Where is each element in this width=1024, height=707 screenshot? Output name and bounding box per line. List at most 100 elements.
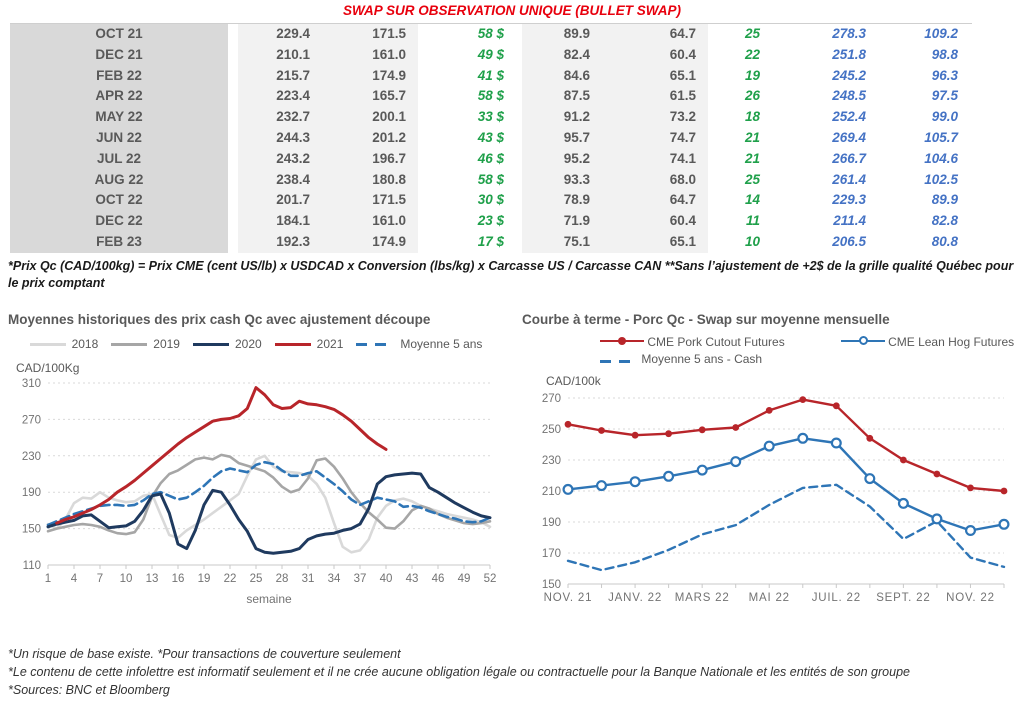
- table-cell-month: MAY 22: [10, 107, 228, 128]
- svg-text:170: 170: [542, 548, 561, 560]
- table-cell-cme2: 64.7: [602, 24, 708, 45]
- table-row: JUL 22 243.2 196.7 46 $ 95.2 74.1 21 266.7 104.6: [10, 148, 972, 170]
- svg-text:110: 110: [23, 560, 41, 572]
- table-cell-blue: 80.8: [878, 231, 970, 253]
- table-cell-blue: 82.8: [878, 211, 970, 232]
- svg-text:150: 150: [542, 579, 561, 591]
- svg-text:230: 230: [22, 451, 41, 463]
- series-line-moyenne-5-ans-cash: [566, 483, 1006, 572]
- table-cell-prix-qc: 243.2: [238, 148, 322, 170]
- table-cell-blue: 104.6: [878, 148, 970, 170]
- table-row: DEC 21 210.1 161.0 49 $ 82.4 60.4 22 251.8 98.8: [10, 44, 972, 66]
- table-cell-green: 22: [708, 44, 770, 66]
- left-chart-legend: 2018 2019 2020 2021 Moyenne 5 ans: [8, 337, 504, 351]
- svg-text:37: 37: [354, 573, 367, 585]
- table-cell-blue: 245.2: [770, 65, 878, 87]
- table-cell-gain: 43 $: [418, 127, 514, 149]
- table-cell-month: JUL 22: [10, 148, 228, 170]
- legend-label: CME Lean Hog Futures: [888, 335, 1015, 349]
- svg-text:28: 28: [276, 573, 289, 585]
- svg-text:190: 190: [22, 487, 41, 499]
- legend-item-moyenne-5-ans: Moyenne 5 ans: [356, 337, 482, 351]
- table-cell-blue: 278.3: [770, 24, 878, 45]
- right-chart-title: Courbe à terme - Porc Qc - Swap sur moye…: [522, 312, 890, 327]
- table-cell-prix: 174.9: [322, 65, 418, 87]
- legend-item-2018: 2018: [29, 337, 98, 351]
- table-cell-prix-qc: 232.7: [238, 107, 322, 128]
- table-cell-blue: 102.5: [878, 169, 970, 191]
- svg-text:16: 16: [172, 573, 185, 585]
- svg-text:210: 210: [542, 486, 561, 498]
- table-cell-prix-qc: 210.1: [238, 44, 322, 66]
- table-gap: [514, 211, 522, 232]
- table-cell-gain: 58 $: [418, 24, 514, 45]
- table-cell-month: FEB 23: [10, 231, 228, 253]
- charts-row: Moyennes historiques des prix cash Qc av…: [0, 310, 1022, 628]
- table-cell-gain: 41 $: [418, 65, 514, 87]
- left-chart-unit-label: CAD/100Kg: [16, 361, 80, 375]
- table-cell-prix: 161.0: [322, 211, 418, 232]
- table-cell-blue: 98.8: [878, 44, 970, 66]
- table-footnote: *Prix Qc (CAD/100kg) = Prix CME (cent US…: [8, 259, 1014, 290]
- table-cell-green: 21: [708, 127, 770, 149]
- table-cell-blue: 261.4: [770, 169, 878, 191]
- table-cell-cme: 78.9: [522, 190, 602, 212]
- table-cell-green: 10: [708, 231, 770, 253]
- svg-text:49: 49: [458, 573, 471, 585]
- table-gap: [514, 65, 522, 87]
- table-gap: [228, 24, 238, 45]
- line-swatch-2019-icon: [111, 342, 148, 346]
- swap-table: OCT 21 229.4 171.5 58 $89.9 64.7 25 278.3 109.2…: [10, 23, 972, 253]
- svg-text:43: 43: [406, 573, 419, 585]
- legend-item-2019: 2019: [111, 337, 180, 351]
- series-line-2021: [55, 386, 388, 525]
- svg-text:13: 13: [146, 573, 159, 585]
- svg-text:34: 34: [328, 573, 341, 585]
- svg-text:46: 46: [432, 573, 445, 585]
- line-swatch-2018-icon: [29, 342, 66, 346]
- table-gap: [228, 211, 238, 232]
- series-line-moyenne-5-ans: [46, 460, 492, 527]
- table-gap: [514, 44, 522, 66]
- red-marker-line-swatch-icon: [600, 335, 644, 346]
- table-cell-prix: 180.8: [322, 169, 418, 191]
- table-cell-green: 25: [708, 169, 770, 191]
- table-cell-blue: 206.5: [770, 231, 878, 253]
- table-cell-blue: 89.9: [878, 190, 970, 212]
- series-line-cme-lean-hog-futures: [566, 437, 1006, 532]
- table-cell-cme2: 74.7: [602, 127, 708, 149]
- legend-label: 2019: [153, 337, 180, 351]
- series-line-2019: [46, 453, 492, 536]
- table-cell-cme2: 65.1: [602, 231, 708, 253]
- legend-label: Moyenne 5 ans - Cash: [641, 352, 763, 366]
- footer-note-sources: *Sources: BNC et Bloomberg: [8, 682, 170, 697]
- table-cell-blue: 269.4: [770, 127, 878, 149]
- forward-curve-chart-block: Courbe à terme - Porc Qc - Swap sur moye…: [522, 310, 1022, 628]
- table-cell-cme: 71.9: [522, 211, 602, 232]
- svg-text:250: 250: [542, 424, 561, 436]
- svg-text:7: 7: [97, 573, 103, 585]
- table-cell-gain: 17 $: [418, 231, 514, 253]
- table-gap: [514, 86, 522, 108]
- table-gap: [228, 65, 238, 87]
- table-cell-prix-qc: 238.4: [238, 169, 322, 191]
- table-cell-green: 19: [708, 65, 770, 87]
- table-cell-prix-qc: 229.4: [238, 24, 322, 45]
- table-cell-blue: 248.5: [770, 86, 878, 108]
- table-cell-prix: 171.5: [322, 190, 418, 212]
- table-cell-cme2: 65.1: [602, 65, 708, 87]
- svg-text:19: 19: [198, 573, 211, 585]
- right-chart-unit-label: CAD/100k: [546, 374, 601, 388]
- table-cell-gain: 23 $: [418, 211, 514, 232]
- table-cell-blue: 251.8: [770, 44, 878, 66]
- table-row: DEC 22 184.1 161.0 23 $ 71.9 60.4 11 211.4 82.8: [10, 211, 972, 232]
- table-gap: [228, 86, 238, 108]
- table-cell-prix: 201.2: [322, 127, 418, 149]
- table-cell-green: 21: [708, 148, 770, 170]
- table-cell-blue: 211.4: [770, 211, 878, 232]
- table-row: OCT 22 201.7 171.5 30 $ 78.9 64.7 14 229.3 89.9: [10, 190, 972, 212]
- footer-note-risk: *Un risque de base existe. *Pour transac…: [8, 647, 401, 661]
- table-cell-cme2: 73.2: [602, 107, 708, 128]
- table-cell-month: OCT 22: [10, 190, 228, 212]
